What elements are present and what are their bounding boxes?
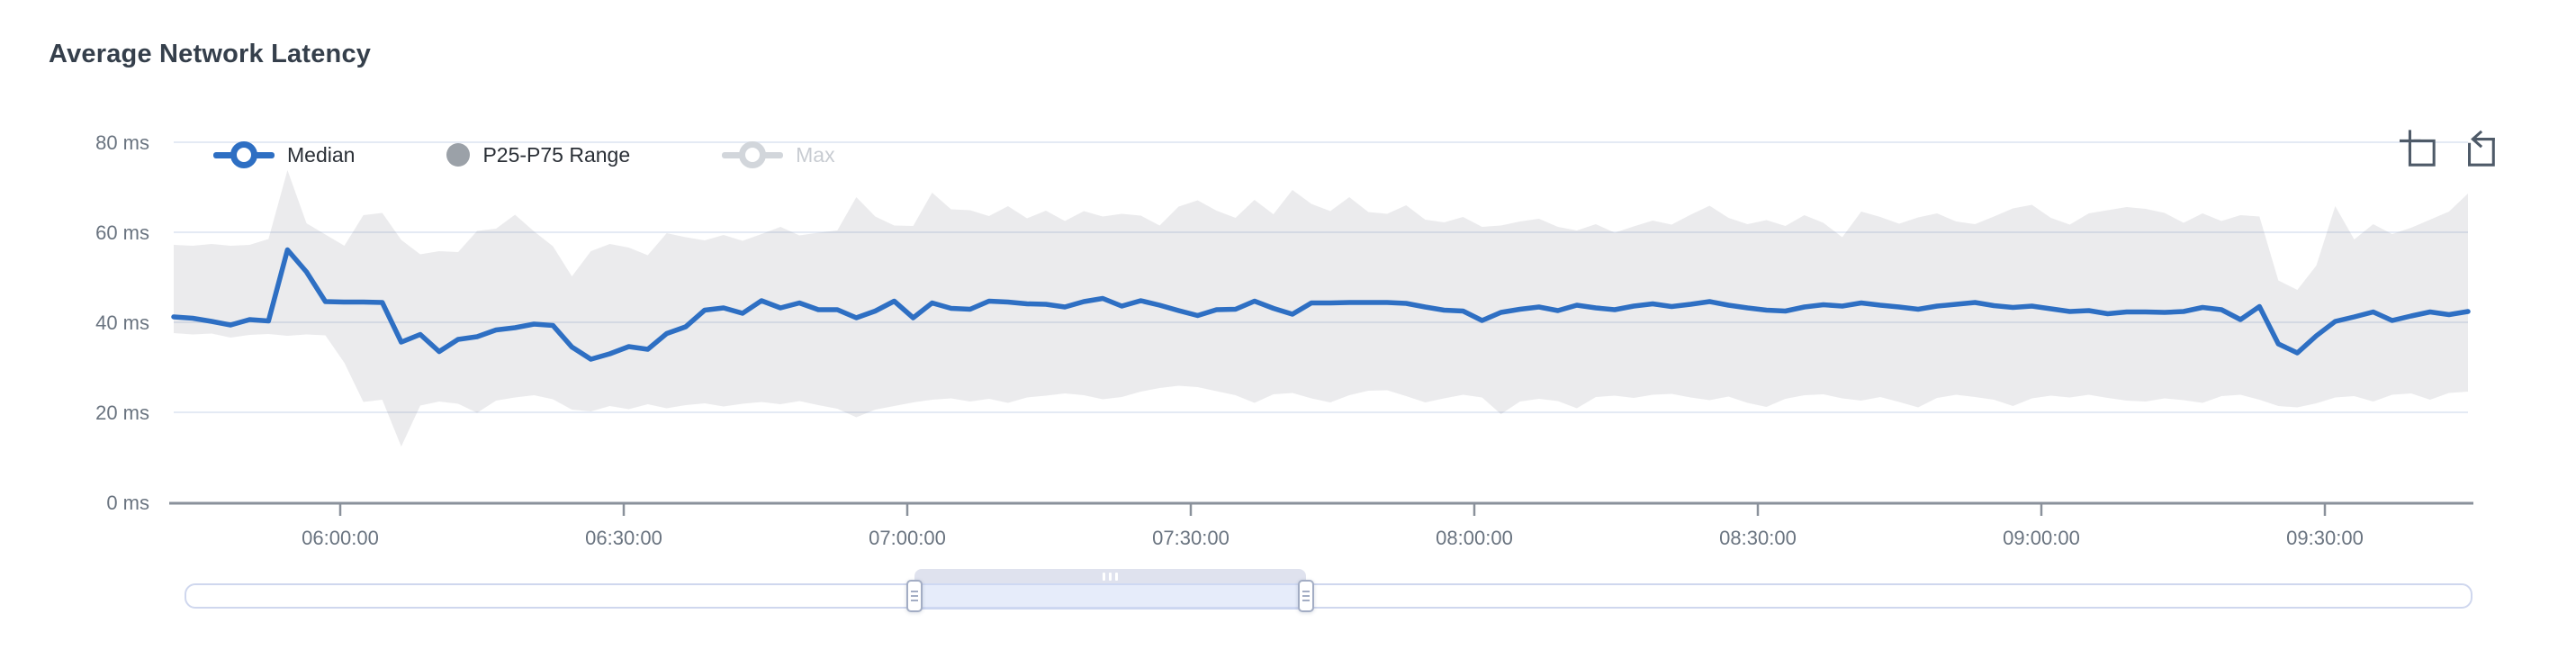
x-axis-labels: 06:00:00 06:30:00 07:00:00 07:30:00 08:0… [302,527,2364,549]
x-tick-label: 07:00:00 [869,527,946,549]
page-title: Average Network Latency [49,40,372,68]
legend-item-p25-p75-range[interactable]: P25-P75 Range [446,143,630,167]
y-tick-label: 80 ms [95,131,149,154]
y-tick-label: 0 ms [106,492,149,514]
legend-label: P25-P75 Range [482,142,631,167]
slider-move-handle[interactable] [914,569,1306,583]
max-line-marker-icon [722,141,784,168]
datazoom-slider [185,569,2472,612]
x-tick-label: 06:30:00 [585,527,662,549]
x-tick-label: 09:00:00 [2003,527,2080,549]
y-tick-label: 40 ms [95,311,149,334]
x-tick-label: 08:00:00 [1436,527,1513,549]
p25-p75-band [174,170,2468,447]
x-tick-label: 06:00:00 [302,527,379,549]
median-line-marker-icon [213,141,275,168]
y-axis-labels: 80 ms 60 ms 40 ms 20 ms 0 ms [95,131,149,514]
x-tick-label: 08:30:00 [1719,527,1797,549]
data-zoom-select-icon[interactable] [2399,126,2437,173]
slider-right-handle[interactable] [1297,580,1314,612]
grid-lines [174,141,2468,413]
y-tick-label: 20 ms [95,402,149,424]
legend-label: Max [796,142,835,167]
legend-item-median[interactable]: Median [213,141,355,168]
slider-left-handle[interactable] [905,580,923,612]
x-tick-label: 07:30:00 [1152,527,1229,549]
legend-item-max[interactable]: Max [722,141,835,168]
legend-label: Median [287,142,356,167]
x-axis [169,501,2473,516]
legend: Median P25-P75 Range Max [213,135,835,175]
y-tick-label: 60 ms [95,221,149,244]
median-line [171,247,2471,362]
slider-track[interactable] [185,583,2472,609]
slider-window[interactable] [914,582,1306,609]
zoom-reset-icon[interactable] [2461,126,2499,173]
chart-toolbox [2399,126,2499,173]
x-tick-label: 09:30:00 [2286,527,2364,549]
range-circle-marker-icon [446,143,471,167]
